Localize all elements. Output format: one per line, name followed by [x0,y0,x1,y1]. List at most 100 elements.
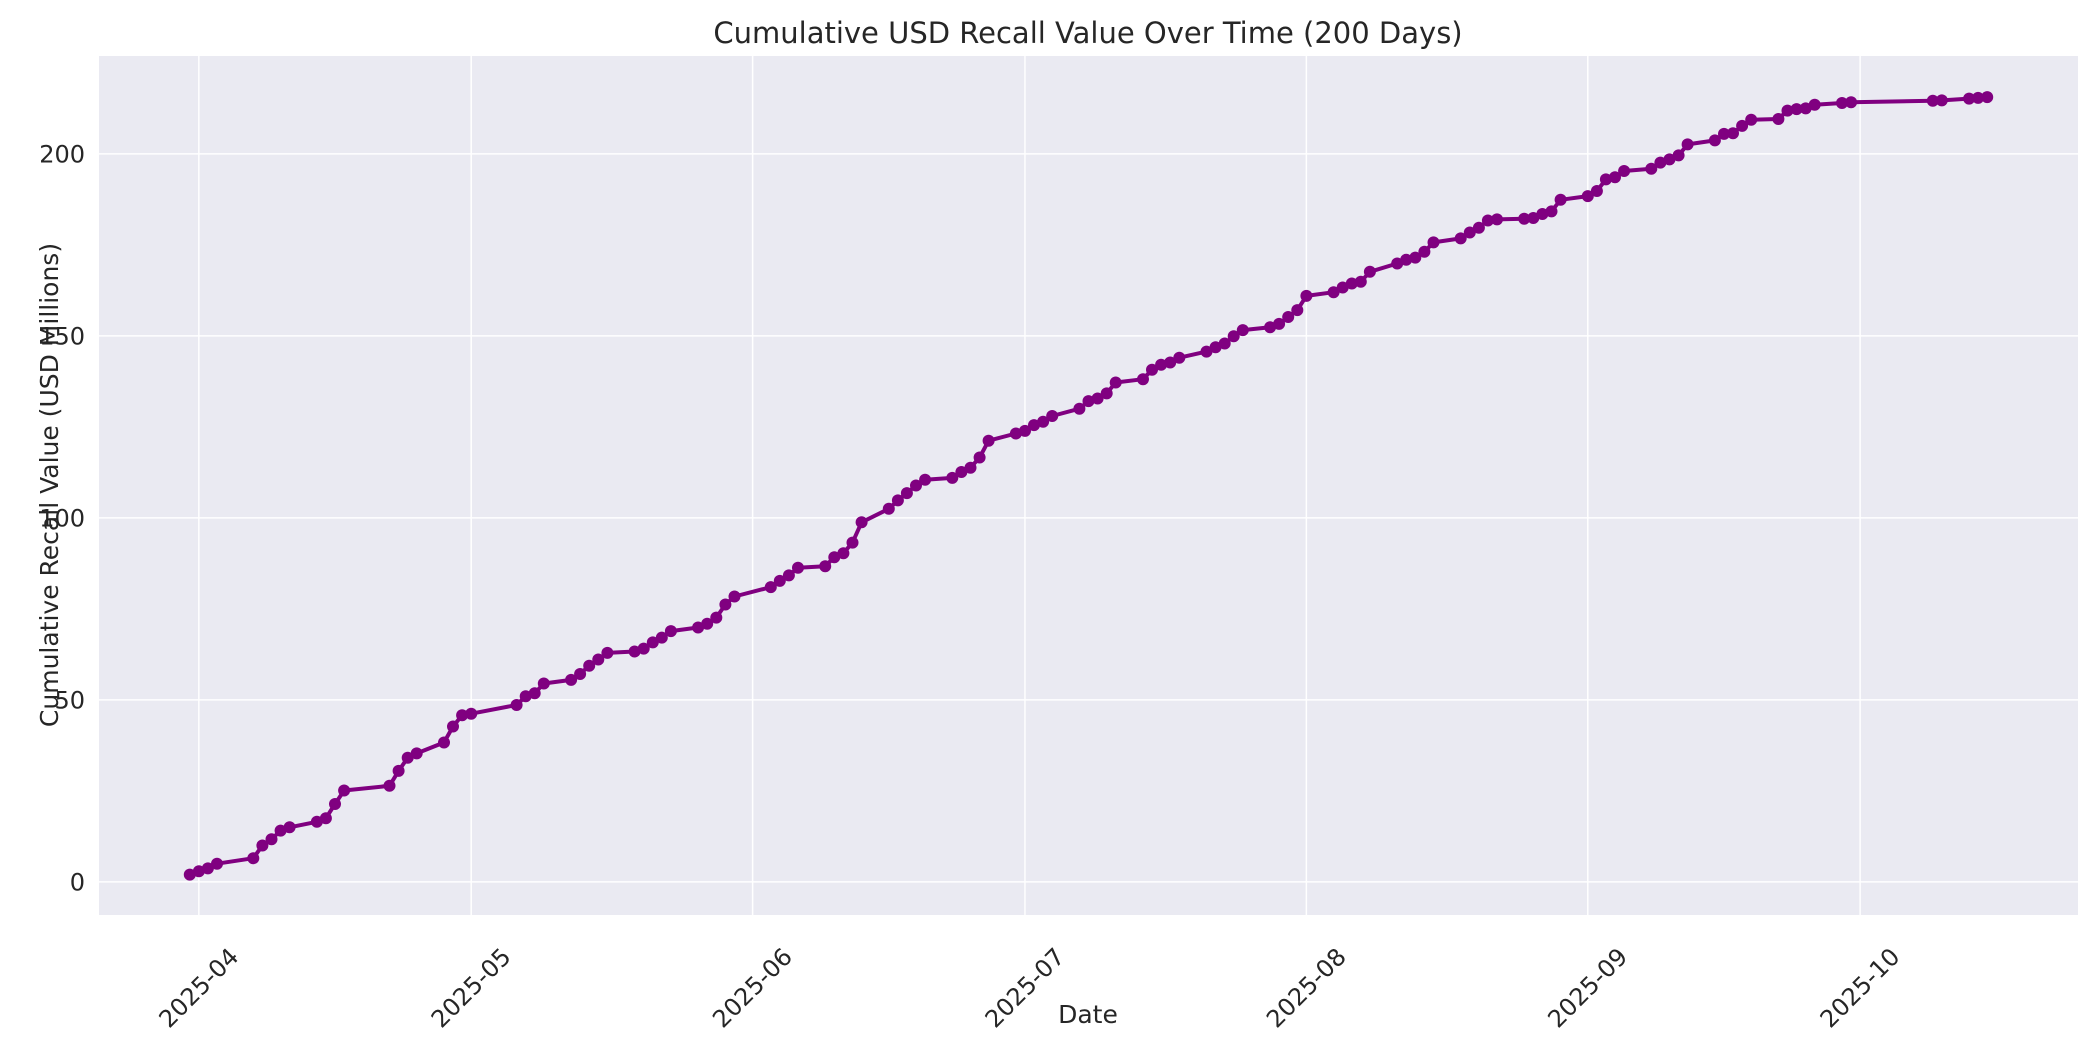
data-point-marker [1164,356,1177,369]
data-point-marker [1427,236,1440,249]
data-point-marker [465,707,478,720]
data-point-marker [900,487,913,500]
data-point-marker [265,833,278,846]
data-point-marker [1146,363,1158,376]
data-point-marker [1663,153,1676,166]
data-point-marker [828,551,841,564]
data-point-marker [882,502,895,515]
data-point-marker [1200,345,1213,358]
data-point-marker [574,668,587,680]
data-point-marker [782,569,795,582]
data-point-marker [1418,245,1431,258]
data-point-marker [837,547,850,560]
data-point-marker [1046,410,1059,422]
data-point-marker [1463,226,1476,239]
data-point-marker [1718,127,1730,140]
data-point-marker [1291,304,1304,317]
data-point-marker [973,451,986,464]
data-point-marker [392,764,405,777]
data-point-marker [1736,119,1749,132]
data-point-marker [1708,134,1721,147]
y-tick-label: 150 [39,322,85,350]
data-point-marker [1963,92,1976,105]
data-point-marker [1926,94,1939,107]
data-point-marker [1028,419,1040,432]
data-point-marker [1681,138,1694,151]
data-point-marker [247,852,260,865]
data-point-marker [1772,113,1785,125]
data-point-marker [329,798,341,810]
data-point-marker [1009,427,1022,440]
data-point-marker [1808,98,1821,111]
y-axis-label: Cumulative Recall Value (USD Millions) [35,243,64,727]
data-point-marker [1972,91,1985,104]
x-tick-label: 2025-05 [426,943,517,1034]
data-point-marker [283,821,296,834]
plot-area-background [99,56,2078,915]
x-tick-label: 2025-06 [707,943,798,1034]
data-point-marker [1400,253,1413,266]
data-point-marker [955,466,968,478]
data-point-marker [1472,221,1485,234]
data-point-marker [773,574,786,587]
data-point-marker [646,636,659,649]
data-point-marker [1363,265,1376,278]
data-point-marker [1091,392,1104,405]
data-point-marker [1019,424,1031,437]
data-point-marker [910,479,922,492]
data-point-marker [338,784,351,797]
data-point-marker [1554,193,1567,206]
data-point-marker [1618,165,1631,177]
data-point-marker [628,645,641,658]
data-point-marker [537,677,550,690]
data-point-marker [819,560,832,573]
data-point-marker [1581,190,1594,203]
data-point-marker [456,709,469,722]
data-point-marker [592,653,605,666]
data-point-marker [792,561,804,574]
x-tick-label: 2025-09 [1542,943,1633,1034]
x-tick-label: 2025-07 [980,943,1071,1034]
data-point-marker [211,857,223,870]
y-tick-label: 50 [54,686,85,714]
data-point-marker [510,699,523,711]
data-point-marker [692,621,705,634]
data-point-marker [583,659,596,672]
data-point-marker [891,494,904,507]
data-point-marker [383,779,396,792]
series-group [183,91,1994,881]
data-point-marker [1527,212,1540,224]
x-tick-label: 2025-10 [1815,943,1906,1034]
data-point-marker [601,646,614,659]
data-point-marker [664,625,677,638]
y-tick-label: 100 [39,504,85,532]
chart-title: Cumulative USD Recall Value Over Time (2… [713,16,1462,50]
data-point-marker [1345,277,1358,290]
data-point-marker [438,736,450,749]
data-point-marker [1590,185,1603,197]
y-tick-label: 200 [39,140,85,168]
data-point-marker [1264,321,1277,334]
data-point-marker [855,516,868,529]
data-point-marker [719,598,732,611]
data-point-marker [192,865,205,878]
data-point-marker [1100,387,1113,400]
data-point-marker [1545,205,1558,218]
data-point-marker [1082,395,1095,408]
x-tick-label: 2025-08 [1261,943,1352,1034]
data-point-marker [1781,104,1794,117]
data-point-marker [655,631,668,644]
data-point-marker [919,473,932,486]
data-point-marker [447,720,459,733]
data-point-marker [1300,289,1313,302]
data-point-marker [1354,275,1367,288]
data-point-marker [1836,97,1848,109]
data-point-marker [1790,103,1803,116]
data-point-marker [1173,351,1186,364]
data-point-marker [1218,337,1231,350]
data-point-marker [1454,232,1467,245]
data-point-marker [1336,281,1349,294]
data-point-marker [1536,208,1549,220]
data-point-marker [1273,317,1286,330]
